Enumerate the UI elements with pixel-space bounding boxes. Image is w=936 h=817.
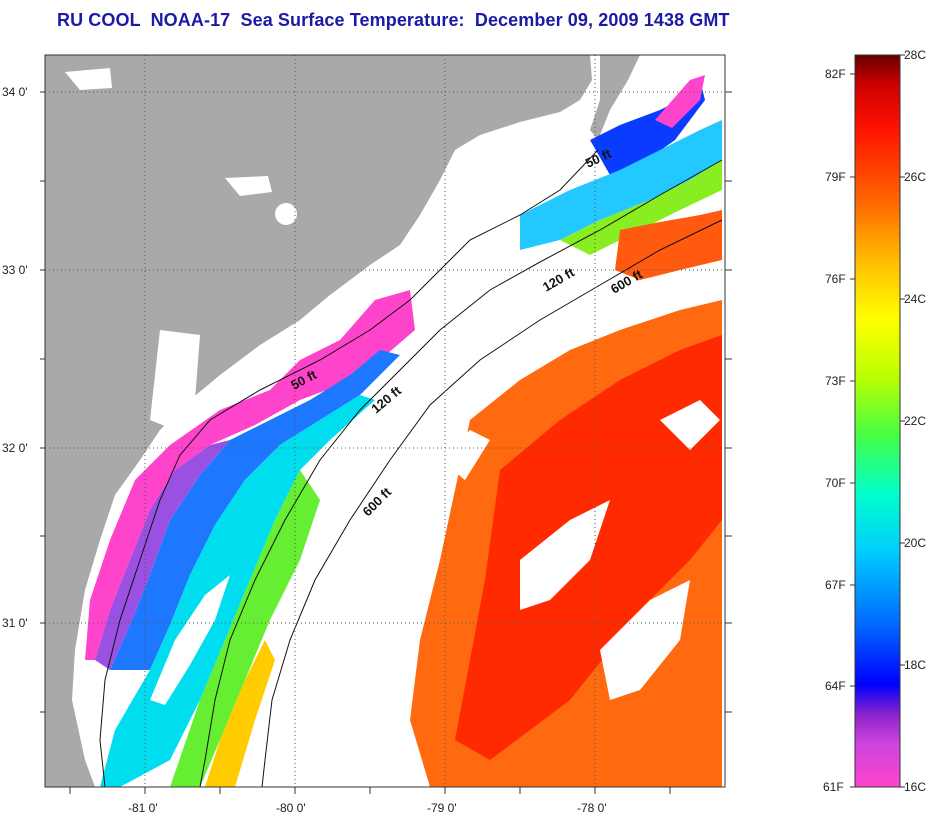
- cloud-gap: [600, 580, 690, 700]
- colorbar-fahrenheit-label: 67F: [825, 578, 846, 592]
- grid-lines: [45, 55, 725, 787]
- lat-label: 33 0': [2, 263, 28, 277]
- sst-north-cyan: [520, 120, 722, 250]
- cloud-gap: [660, 400, 720, 450]
- isobath-600ft: [261, 219, 723, 787]
- colorbar-celsius-label: 16C: [904, 780, 926, 794]
- lon-label: -78 0': [577, 801, 607, 815]
- cloud-patch: [275, 203, 297, 225]
- colorbar-fahrenheit-label: 73F: [825, 374, 846, 388]
- colorbar-celsius-label: 22C: [904, 414, 926, 428]
- isobath-120ft: [199, 159, 723, 787]
- sst-north-pink: [655, 75, 705, 128]
- outer-banks-land: [590, 55, 640, 140]
- sst-north-green: [560, 160, 722, 255]
- sst-blue-band: [110, 350, 400, 670]
- lon-label: -80 0': [276, 801, 306, 815]
- map-title: RU COOL NOAA-17 Sea Surface Temperature:…: [57, 10, 730, 30]
- cloud-gap: [150, 575, 230, 705]
- land-mass: [45, 55, 592, 787]
- lat-label: 31 0': [2, 616, 28, 630]
- colorbar-fahrenheit-label: 79F: [825, 170, 846, 184]
- map-frame: [44, 54, 726, 788]
- colorbar-fahrenheit-label: 64F: [825, 679, 846, 693]
- lon-label: -81 0': [128, 801, 158, 815]
- colorbar-fahrenheit-label: 82F: [825, 67, 846, 81]
- lat-label: 34 0': [2, 85, 28, 99]
- cloud-gap: [520, 500, 610, 610]
- sst-yellow-band: [205, 640, 275, 787]
- colorbar-fahrenheit-label: 61F: [823, 780, 844, 794]
- sst-cold-nearshore: [85, 290, 415, 660]
- sst-warm-north: [615, 210, 722, 280]
- colorbar-celsius-label: 18C: [904, 658, 926, 672]
- cloud-patch: [150, 330, 200, 430]
- colorbar-fahrenheit-label: 70F: [825, 476, 846, 490]
- isobath-50ft: [99, 149, 599, 787]
- tick-marks: [40, 91, 732, 794]
- colorbar: [854, 54, 901, 788]
- colorbar-celsius-label: 26C: [904, 170, 926, 184]
- colorbar-celsius-label: 20C: [904, 536, 926, 550]
- sst-green-band: [170, 470, 320, 787]
- cloud-gap: [440, 430, 490, 480]
- sst-purple-band: [95, 440, 230, 670]
- colorbar-ticks: [850, 54, 905, 788]
- lon-label: -79 0': [427, 801, 457, 815]
- cloud-patch: [65, 68, 112, 90]
- colorbar-celsius-label: 24C: [904, 292, 926, 306]
- cloud-patch: [225, 176, 272, 196]
- lat-label: 32 0': [2, 441, 28, 455]
- colorbar-celsius-label: 28C: [904, 48, 926, 62]
- colorbar-fahrenheit-label: 76F: [825, 272, 846, 286]
